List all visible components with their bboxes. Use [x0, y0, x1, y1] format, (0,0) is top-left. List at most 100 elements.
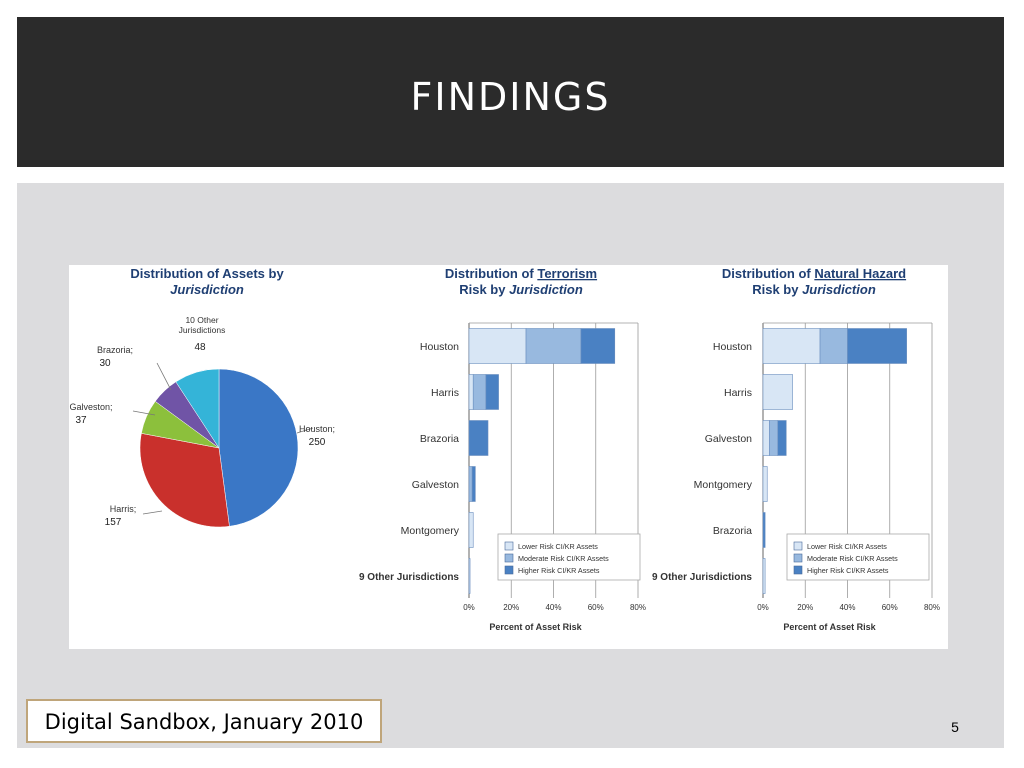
bar2-legend-swatch-1	[793, 553, 803, 563]
bar1-xtick-0: 0%	[463, 603, 475, 612]
bar2-category-label-5: 9 Other Jurisdictions	[652, 572, 752, 583]
page-number: 5	[951, 719, 959, 735]
pie-slice-value-1: 157	[105, 517, 122, 528]
bar2-title-line2: Risk by Jurisdiction	[752, 282, 876, 297]
bar2-bar-2-0	[762, 420, 770, 456]
bar2-bar-0-2	[847, 328, 907, 364]
charts-svg: Distribution of Assets byJurisdictionHou…	[69, 266, 940, 632]
bar1-bar-1-1	[472, 374, 487, 410]
bar1-legend-label-1: Moderate Risk CI/KR Assets	[518, 554, 609, 563]
bar1-legend-label-2: Higher Risk CI/KR Assets	[518, 566, 600, 575]
pie-slice-label-top-4: 10 Other	[185, 315, 218, 325]
pie-slice-value-2: 37	[75, 415, 87, 426]
pie-leader-line-0	[296, 427, 314, 434]
bar1-title: Distribution of Terrorism	[445, 266, 597, 281]
bar2-category-label-1: Harris	[724, 387, 752, 399]
bar2-xtick-2: 40%	[839, 603, 855, 612]
bar2-bar-2-1	[769, 420, 779, 456]
bar1-bar-3-1	[468, 466, 473, 502]
bar2-legend-box	[786, 533, 930, 581]
bar1-xlabel: Percent of Asset Risk	[489, 622, 582, 632]
bar1-bar-0-0	[468, 328, 527, 364]
bar1-category-label-2: Brazoria	[420, 433, 459, 445]
bar2-legend-swatch-0	[793, 541, 803, 551]
bar1-category-label-5: 9 Other Jurisdictions	[359, 572, 459, 583]
bar1-title-part: Distribution of	[445, 266, 537, 281]
bar1-legend-box	[497, 533, 641, 581]
pie-slice-4	[175, 368, 220, 449]
bar2-category-label-0: Houston	[713, 341, 752, 353]
bar1-legend-swatch-0	[504, 541, 514, 551]
bar1-category-label-4: Montgomery	[401, 525, 460, 537]
slide-header: FINDINGS	[17, 17, 1004, 167]
pie-title-part: Distribution of Assets by	[130, 266, 284, 281]
bar1-bar-3-2	[471, 466, 476, 502]
bar2-xtick-3: 60%	[882, 603, 898, 612]
bar2-legend-label-2: Higher Risk CI/KR Assets	[807, 566, 889, 575]
pie-leader-line-3	[156, 362, 172, 391]
bar2-title-line2-part: Risk by	[752, 282, 802, 297]
pie-slice-1	[139, 433, 230, 528]
bar1-xtick-2: 40%	[545, 603, 561, 612]
bar1-title-line2-part: Jurisdiction	[509, 282, 583, 297]
bar1-bar-4-0	[468, 512, 474, 548]
bar2-bar-1-0	[762, 374, 793, 410]
bar1-bar-2-2	[468, 420, 489, 456]
bar1-bar-0-1	[525, 328, 582, 364]
bar1-title-part: Terrorism	[537, 266, 597, 281]
bar1-category-label-0: Houston	[420, 341, 459, 353]
pie-slice-value-4: 48	[194, 342, 206, 353]
bar2-title-part: Natural Hazard	[814, 266, 906, 281]
figure-panel: Distribution of Assets by Jurisdiction Hou…	[69, 265, 948, 649]
pie-slice-label-3: Brazoria;	[97, 345, 133, 355]
bar2-bar-2-2	[777, 420, 787, 456]
pie-slice-label-1: Harris;	[110, 504, 137, 514]
bar1-category-label-1: Harris	[431, 387, 459, 399]
bar2-category-label-2: Galveston	[705, 433, 752, 445]
bar1-xtick-1: 20%	[503, 603, 519, 612]
bar2-xtick-4: 80%	[924, 603, 940, 612]
pie-slice-label-0: Houston;	[299, 424, 335, 434]
bar2-legend-label-0: Lower Risk CI/KR Assets	[807, 542, 887, 551]
pie-slice-0	[218, 368, 299, 527]
slide-title: FINDINGS	[410, 75, 611, 119]
bar1-category-label-3: Galveston	[412, 479, 459, 491]
bar1-legend-label-0: Lower Risk CI/KR Assets	[518, 542, 598, 551]
bar1-bar-0-2	[580, 328, 616, 364]
bar2-title-line2-part: Jurisdiction	[802, 282, 876, 297]
bar1-legend-swatch-1	[504, 553, 514, 563]
bar2-bar-5-0	[762, 558, 766, 594]
bar1-bar-1-0	[468, 374, 474, 410]
pie-title-italic-part: Jurisdiction	[170, 282, 244, 297]
bar2-bar-4-2	[762, 512, 766, 548]
bar1-legend-swatch-2	[504, 565, 514, 575]
bar2-bar-0-0	[762, 328, 821, 364]
bar2-title: Distribution of Natural Hazard	[722, 266, 906, 281]
bar1-title-line2: Risk by Jurisdiction	[459, 282, 583, 297]
bar1-bar-5-0	[468, 558, 471, 594]
bar1-title-line2-part: Risk by	[459, 282, 509, 297]
bar1-xtick-4: 80%	[630, 603, 646, 612]
bar1-xtick-3: 60%	[588, 603, 604, 612]
pie-title-italic: Jurisdiction	[170, 282, 244, 297]
bar1-bar-1-2	[485, 374, 499, 410]
bar2-category-label-3: Montgomery	[694, 479, 753, 491]
bar2-bar-3-0	[762, 466, 768, 502]
bar2-title-part: Distribution of	[722, 266, 814, 281]
pie-slice-value-0: 250	[309, 437, 326, 448]
pie-leader-line-1	[142, 510, 163, 515]
pie-title: Distribution of Assets by	[130, 266, 284, 281]
pie-slice-label-2: Galveston;	[69, 402, 112, 412]
bar2-category-label-4: Brazoria	[713, 525, 752, 537]
footer-text: Digital Sandbox, January 2010	[44, 710, 364, 734]
bar2-xtick-0: 0%	[757, 603, 769, 612]
bar2-xtick-1: 20%	[797, 603, 813, 612]
bar2-legend-label-1: Moderate Risk CI/KR Assets	[807, 554, 898, 563]
footer-box: Digital Sandbox, January 2010	[26, 699, 382, 743]
pie-slice-label-4: Jurisdictions	[179, 325, 226, 335]
bar2-xlabel: Percent of Asset Risk	[783, 622, 876, 632]
bar2-legend-swatch-2	[793, 565, 803, 575]
bar2-bar-0-1	[819, 328, 848, 364]
pie-slice-value-3: 30	[99, 358, 111, 369]
pie-leader-line-2	[132, 410, 156, 416]
